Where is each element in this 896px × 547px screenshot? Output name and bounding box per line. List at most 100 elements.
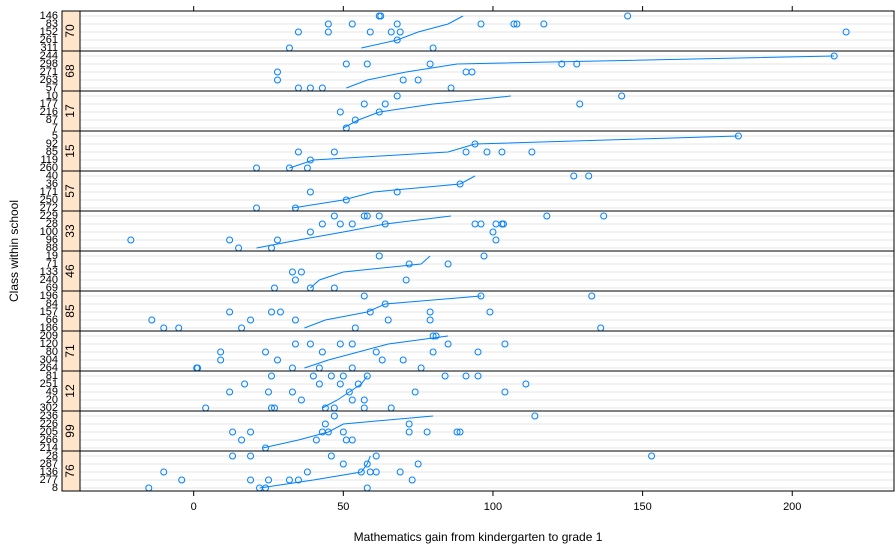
panel-border bbox=[61, 170, 895, 212]
class-label: 298 bbox=[40, 58, 58, 70]
point bbox=[339, 372, 347, 380]
point bbox=[360, 292, 368, 300]
point bbox=[297, 268, 305, 276]
class-label: 261 bbox=[40, 34, 58, 46]
point bbox=[342, 60, 350, 68]
class-label: 20 bbox=[46, 394, 58, 406]
point bbox=[522, 380, 530, 388]
point bbox=[528, 148, 536, 156]
point bbox=[468, 68, 476, 76]
point bbox=[303, 468, 311, 476]
point bbox=[226, 236, 234, 244]
strip-label: 12 bbox=[63, 384, 77, 398]
point bbox=[273, 76, 281, 84]
point bbox=[399, 76, 407, 84]
point bbox=[247, 476, 255, 484]
point bbox=[393, 36, 401, 44]
y-axis-label: Class within school bbox=[7, 200, 21, 302]
point bbox=[444, 260, 452, 268]
strip-label: 71 bbox=[63, 344, 77, 358]
class-label: 277 bbox=[40, 474, 58, 486]
point bbox=[348, 20, 356, 28]
class-label: 146 bbox=[40, 10, 58, 22]
class-label: 226 bbox=[40, 418, 58, 430]
point bbox=[405, 260, 413, 268]
class-label: 88 bbox=[46, 242, 58, 254]
class-mean-line bbox=[304, 335, 449, 369]
point bbox=[330, 412, 338, 420]
point bbox=[262, 348, 270, 356]
class-label: 171 bbox=[40, 186, 58, 198]
strip-label: 99 bbox=[63, 424, 77, 438]
panel-border bbox=[61, 370, 895, 412]
class-label: 84 bbox=[46, 298, 58, 310]
point bbox=[378, 356, 386, 364]
point bbox=[377, 12, 385, 20]
strip bbox=[62, 291, 80, 331]
class-label: 302 bbox=[40, 402, 58, 414]
point bbox=[462, 148, 470, 156]
class-label: 196 bbox=[40, 290, 58, 302]
panel-border bbox=[61, 410, 895, 452]
point bbox=[267, 372, 275, 380]
point bbox=[241, 380, 249, 388]
panel-border bbox=[61, 10, 895, 52]
point bbox=[276, 308, 284, 316]
point bbox=[480, 252, 488, 260]
point bbox=[318, 220, 326, 228]
point bbox=[345, 388, 353, 396]
point bbox=[324, 28, 332, 36]
class-label: 7 bbox=[52, 122, 58, 134]
strip bbox=[62, 371, 80, 411]
point bbox=[330, 212, 338, 220]
class-label: 177 bbox=[40, 98, 58, 110]
point bbox=[297, 396, 305, 404]
point bbox=[357, 468, 365, 476]
point bbox=[477, 292, 485, 300]
strip-label: 15 bbox=[63, 144, 77, 158]
class-label: 96 bbox=[46, 234, 58, 246]
class-label: 250 bbox=[40, 194, 58, 206]
class-label: 36 bbox=[46, 178, 58, 190]
point bbox=[474, 372, 482, 380]
point bbox=[387, 28, 395, 36]
class-label: 236 bbox=[40, 410, 58, 422]
class-mean-line bbox=[256, 215, 452, 249]
point bbox=[474, 348, 482, 356]
point bbox=[306, 188, 314, 196]
point bbox=[423, 428, 431, 436]
point bbox=[372, 468, 380, 476]
class-label: 205 bbox=[40, 426, 58, 438]
class-mean-line bbox=[289, 135, 739, 169]
x-tick-label: 50 bbox=[337, 501, 349, 513]
point bbox=[127, 236, 135, 244]
point bbox=[501, 388, 509, 396]
point bbox=[372, 452, 380, 460]
class-label: 120 bbox=[40, 338, 58, 350]
point bbox=[288, 388, 296, 396]
class-label: 10 bbox=[46, 90, 58, 102]
point bbox=[429, 348, 437, 356]
strip bbox=[62, 131, 80, 171]
point bbox=[273, 236, 281, 244]
point bbox=[483, 148, 491, 156]
strip bbox=[62, 211, 80, 251]
strip-label: 33 bbox=[63, 224, 77, 238]
strip bbox=[62, 51, 80, 91]
class-label: 260 bbox=[40, 162, 58, 174]
strip-label: 76 bbox=[63, 464, 77, 478]
point bbox=[402, 276, 410, 284]
point bbox=[178, 476, 186, 484]
class-label: 19 bbox=[46, 250, 58, 262]
point bbox=[315, 380, 323, 388]
point bbox=[576, 100, 584, 108]
point bbox=[441, 372, 449, 380]
strip-label: 57 bbox=[63, 184, 77, 198]
point bbox=[501, 340, 509, 348]
point bbox=[148, 316, 156, 324]
point bbox=[396, 28, 404, 36]
strip bbox=[62, 411, 80, 451]
panel-border bbox=[61, 250, 895, 292]
class-label: 266 bbox=[40, 434, 58, 446]
class-label: 57 bbox=[46, 82, 58, 94]
